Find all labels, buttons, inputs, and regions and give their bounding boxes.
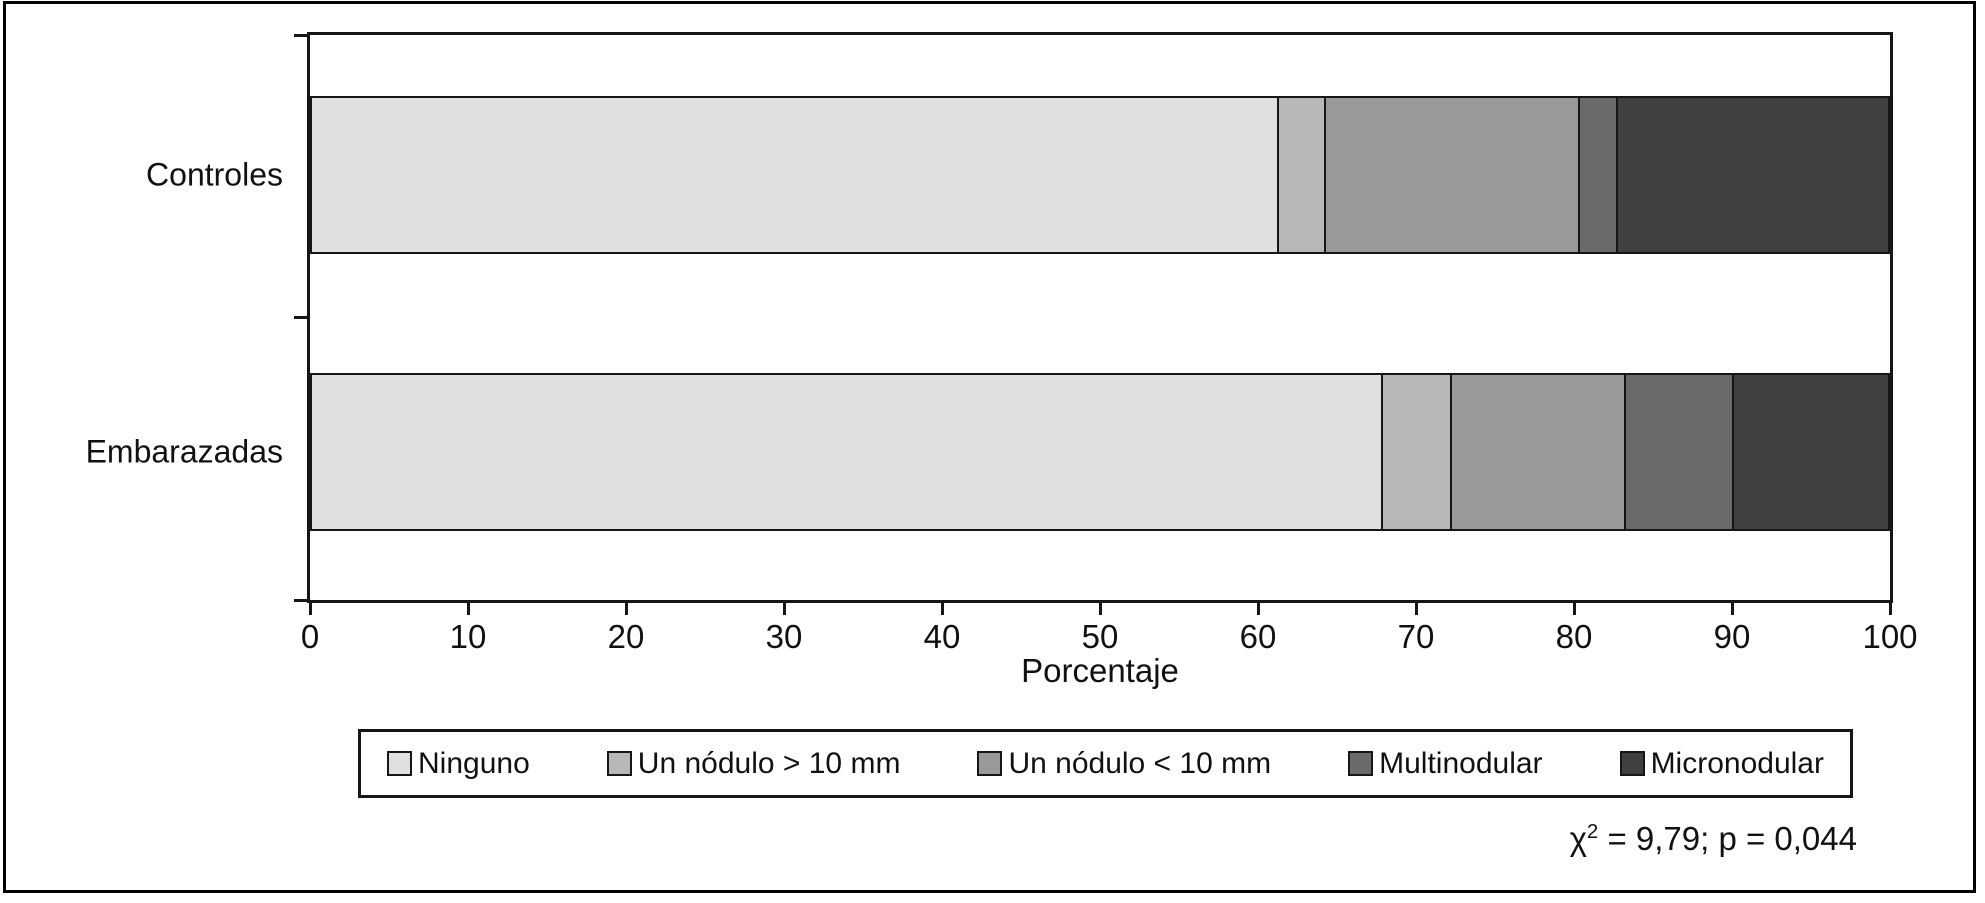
legend-label: Multinodular: [1379, 746, 1543, 780]
x-axis-tick-label: 50: [1081, 618, 1119, 655]
legend-swatch: [1348, 751, 1374, 776]
legend: Ninguno Un nódulo > 10 mm Un nódulo < 10 m…: [358, 729, 1853, 798]
x-axis-tick: [940, 602, 944, 615]
chi-square-annotation: χ2 = 9,79; p = 0,044: [1570, 820, 1857, 858]
legend-swatch: [977, 751, 1003, 776]
x-axis-tick: [624, 602, 628, 615]
legend-label: Un nódulo > 10 mm: [637, 746, 901, 780]
legend-swatch: [1619, 751, 1645, 776]
bar-segment: [1383, 373, 1452, 531]
x-axis-tick-label: 100: [1862, 618, 1918, 655]
bar-segment: [310, 96, 1279, 254]
x-axis-tick: [308, 602, 312, 615]
bar-segment: [1618, 96, 1890, 254]
x-axis-tick: [466, 602, 470, 615]
x-axis-tick: [1572, 602, 1576, 615]
x-axis-tick: [1256, 602, 1260, 615]
legend-item: Un nódulo > 10 mm: [606, 746, 901, 781]
bar-segment: [1326, 96, 1580, 254]
bar-segment: [1452, 373, 1626, 531]
plot-area: [310, 35, 1890, 600]
y-axis-tick: [294, 598, 310, 602]
x-axis-tick-label: 10: [449, 618, 487, 655]
bar-segment: [1279, 96, 1326, 254]
legend-item: Micronodular: [1619, 746, 1824, 781]
bar-segment: [1734, 373, 1890, 531]
y-axis-tick: [294, 33, 310, 37]
y-axis-tick: [294, 316, 310, 319]
chi-values: = 9,79; p = 0,044: [1598, 820, 1857, 857]
legend-label: Ninguno: [418, 746, 530, 780]
legend-item: Multinodular: [1348, 746, 1543, 781]
bar-segment: [310, 373, 1383, 531]
x-axis-tick-label: 80: [1555, 618, 1593, 655]
x-axis-tick-label: 30: [765, 618, 803, 655]
x-axis-title: Porcentaje: [1021, 652, 1179, 689]
legend-item: Un nódulo < 10 mm: [977, 747, 1271, 781]
x-axis-tick: [782, 602, 786, 615]
x-axis-tick: [1730, 602, 1734, 615]
category-label: Controles: [146, 156, 283, 193]
legend-label: Un nódulo < 10 mm: [1008, 746, 1272, 780]
legend-item: Ninguno: [387, 747, 530, 781]
chi-exponent: 2: [1586, 820, 1599, 843]
x-axis-tick-label: 0: [300, 618, 320, 655]
category-label: Embarazadas: [85, 433, 283, 470]
x-axis-tick-label: 60: [1239, 618, 1277, 655]
bar-segment: [1580, 96, 1618, 254]
legend-label: Micronodular: [1650, 746, 1824, 780]
legend-swatch: [387, 751, 412, 776]
x-axis-tick-label: 70: [1397, 618, 1435, 655]
bar-segment: [1626, 373, 1734, 531]
x-axis-tick: [1098, 602, 1102, 615]
x-axis-tick-label: 90: [1713, 618, 1751, 655]
x-axis-tick: [1888, 602, 1892, 615]
legend-swatch: [606, 751, 632, 776]
x-axis-tick: [1414, 602, 1418, 615]
x-axis-tick-label: 40: [923, 618, 961, 655]
chi-symbol: χ: [1569, 820, 1587, 857]
x-axis-tick-label: 20: [607, 618, 645, 655]
